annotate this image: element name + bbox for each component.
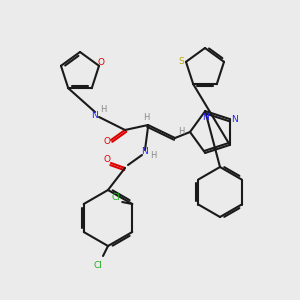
Text: Cl: Cl bbox=[94, 262, 102, 271]
Text: H: H bbox=[100, 106, 106, 115]
Text: H: H bbox=[178, 127, 184, 136]
Text: N: N bbox=[142, 148, 148, 157]
Text: N: N bbox=[231, 115, 238, 124]
Text: H: H bbox=[150, 152, 156, 160]
Text: O: O bbox=[98, 58, 104, 67]
Text: O: O bbox=[103, 155, 110, 164]
Text: O: O bbox=[103, 137, 110, 146]
Text: Cl: Cl bbox=[112, 194, 121, 202]
Text: H: H bbox=[143, 112, 149, 122]
Text: N: N bbox=[202, 112, 208, 122]
Text: S: S bbox=[178, 57, 184, 66]
Text: N: N bbox=[92, 110, 98, 119]
